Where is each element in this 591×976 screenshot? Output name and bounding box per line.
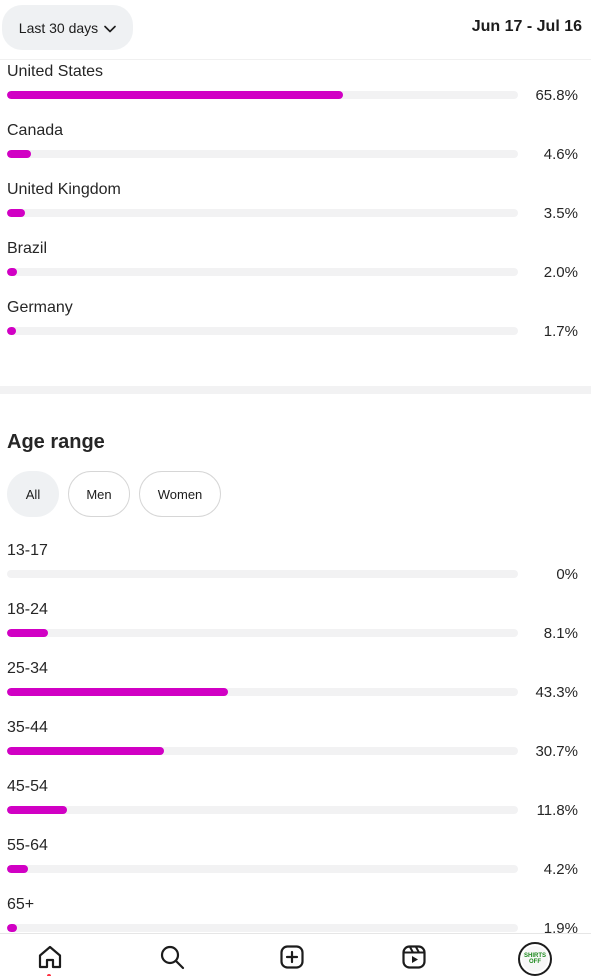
country-label: Canada [7,122,64,139]
bar-fill [7,747,164,755]
bar-track [7,865,518,873]
country-row: Canada 4.6% [0,122,591,181]
filter-chip-men[interactable]: Men [68,471,130,517]
age-row: 35-44 30.7% [0,719,591,778]
bar-fill [7,806,68,814]
percent-value: 4.2% [543,861,578,878]
profile-avatar[interactable]: SHIRTS OFF [518,942,552,976]
avatar-logo: SHIRTS OFF [522,946,548,972]
bar-fill [7,268,18,276]
top-bar: Last 30 days Jun 17 - Jul 16 [0,0,591,60]
age-row: 45-54 11.8% [0,778,591,837]
bar-track [7,268,518,276]
bar-track [7,327,518,335]
percent-value: 43.3% [535,684,578,701]
country-row: United States 65.8% [0,63,591,122]
percent-value: 65.8% [535,87,578,104]
date-range-dropdown-label: Last 30 days [18,19,99,36]
country-label: Brazil [7,240,48,257]
bar-fill [7,150,31,158]
section-title: Age range [7,431,105,453]
bar-track [7,924,518,932]
percent-value: 8.1% [543,625,578,642]
create-icon[interactable] [277,942,307,972]
bar-fill [7,865,29,873]
notification-dot [47,974,51,976]
bar-track [7,150,518,158]
age-label: 35-44 [7,719,48,736]
filter-chip-label: Women [157,486,203,502]
age-label: 13-17 [7,542,48,559]
chevron-down-icon [104,20,116,36]
age-label: 55-64 [7,837,48,854]
bar-fill [7,209,25,217]
age-row: 55-64 4.2% [0,837,591,896]
home-icon[interactable] [35,942,65,972]
bar-track [7,91,518,99]
age-row: 25-34 43.3% [0,660,591,719]
filter-chip-all[interactable]: All [7,471,59,517]
percent-value: 1.7% [543,323,578,340]
age-label: 65+ [7,896,35,913]
percent-value: 3.5% [543,205,578,222]
bar-track [7,806,518,814]
filter-chip-label: Men [86,486,112,502]
section-divider [0,386,591,394]
country-row: Germany 1.7% [0,299,591,358]
filter-chip-women[interactable]: Women [139,471,221,517]
bar-track [7,209,518,217]
bar-fill [7,327,16,335]
bar-track [7,688,518,696]
country-row: United Kingdom 3.5% [0,181,591,240]
date-range-dropdown[interactable]: Last 30 days [2,5,133,50]
percent-value: 1.9% [543,920,578,937]
percent-value: 2.0% [543,264,578,281]
age-row: 13-17 0% [0,542,591,601]
percent-value: 30.7% [535,743,578,760]
bottom-nav: SHIRTS OFF [0,933,591,976]
percent-value: 4.6% [543,146,578,163]
bar-track [7,629,518,637]
percent-value: 0% [556,566,578,583]
bar-fill [7,924,17,932]
age-label: 18-24 [7,601,48,618]
age-label: 25-34 [7,660,48,677]
bar-fill [7,91,344,99]
country-row: Brazil 2.0% [0,240,591,299]
bar-track [7,747,518,755]
age-row: 65+ 1.9% [0,896,591,955]
reels-icon[interactable] [399,942,429,972]
age-label: 45-54 [7,778,48,795]
percent-value: 11.8% [536,802,578,819]
bar-fill [7,688,229,696]
country-label: United States [7,63,104,80]
search-icon[interactable] [157,942,187,972]
filter-chip-label: All [25,486,41,502]
country-label: Germany [7,299,73,316]
country-label: United Kingdom [7,181,121,198]
date-range-text: Jun 17 - Jul 16 [471,18,582,35]
bar-track [7,570,518,578]
age-row: 18-24 8.1% [0,601,591,660]
bar-fill [7,629,49,637]
